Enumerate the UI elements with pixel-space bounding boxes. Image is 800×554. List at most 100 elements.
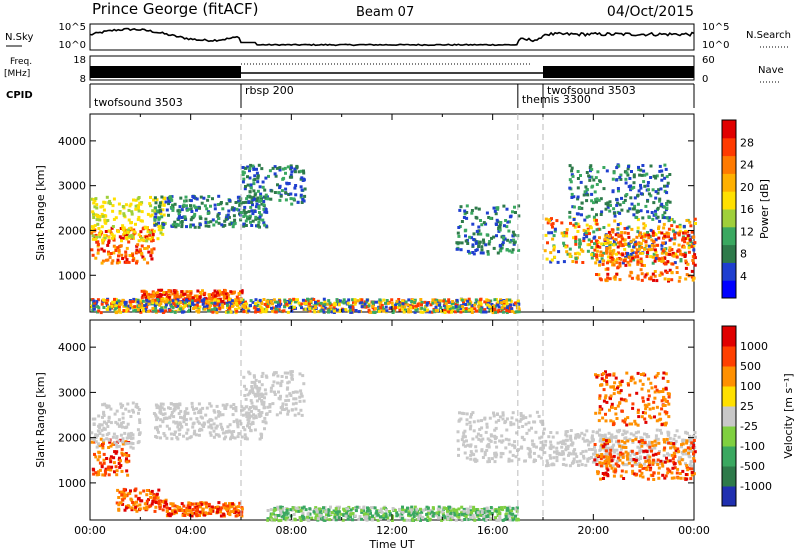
echo-cell: [96, 222, 100, 226]
echo-cell: [462, 216, 466, 219]
echo-cell: [640, 245, 644, 249]
echo-cell: [117, 439, 121, 443]
echo-cell: [595, 228, 599, 232]
echo-cell: [119, 310, 123, 314]
echo-cell: [404, 300, 408, 304]
echo-cell: [142, 257, 146, 261]
echo-cell: [135, 402, 139, 406]
echo-cell: [612, 239, 616, 243]
echo-cell: [257, 206, 261, 210]
echo-cell: [110, 304, 114, 308]
echo-cell: [380, 308, 384, 312]
echo-cell: [510, 416, 514, 420]
echo-cell: [462, 511, 466, 515]
echo-cell: [683, 253, 687, 257]
echo-cell: [238, 203, 242, 207]
echo-cell: [138, 507, 142, 511]
echo-cell: [460, 220, 464, 223]
echo-cell: [469, 509, 473, 513]
echo-cell: [354, 309, 358, 312]
echo-cell: [477, 225, 481, 229]
echo-cell: [143, 293, 147, 297]
echo-cell: [93, 224, 97, 228]
echo-cell: [258, 437, 262, 441]
echo-cell: [452, 508, 456, 512]
echo-cell: [292, 197, 296, 201]
echo-cell: [312, 510, 316, 514]
echo-cell: [108, 202, 112, 206]
echo-cell: [138, 503, 142, 507]
echo-cell: [373, 506, 377, 510]
echo-cell: [370, 310, 374, 314]
echo-cell: [251, 404, 255, 408]
echo-cell: [677, 243, 681, 247]
echo-cell: [260, 302, 264, 306]
echo-cell: [185, 290, 189, 294]
echo-cell: [297, 412, 301, 416]
echo-cell: [414, 304, 418, 308]
echo-cell: [348, 308, 352, 312]
echo-cell: [690, 230, 694, 234]
echo-cell: [511, 512, 515, 516]
echo-cell: [275, 304, 278, 308]
echo-cell: [232, 420, 236, 424]
echo-cell: [290, 175, 294, 179]
echo-cell: [460, 241, 464, 245]
echo-cell: [630, 248, 634, 252]
echo-cell: [274, 310, 278, 314]
echo-cell: [106, 298, 110, 302]
echo-cell: [500, 301, 504, 305]
echo-cell: [243, 213, 247, 217]
echo-cell: [216, 214, 220, 218]
echo-cell: [606, 241, 610, 245]
echo-cell: [125, 258, 129, 262]
echo-cell: [623, 198, 627, 202]
echo-cell: [511, 518, 515, 522]
echo-cell: [204, 221, 208, 224]
echo-cell: [531, 442, 535, 446]
echo-cell: [115, 445, 119, 449]
echo-cell: [604, 278, 608, 282]
echo-cell: [508, 509, 512, 513]
echo-cell: [585, 188, 589, 192]
echo-cell: [498, 517, 502, 521]
echo-cell: [162, 223, 166, 226]
echo-cell: [269, 299, 273, 303]
echo-cell: [183, 301, 187, 305]
echo-cell: [607, 431, 611, 435]
echo-cell: [287, 398, 291, 402]
echo-cell: [248, 214, 252, 218]
echo-cell: [188, 503, 192, 507]
echo-cell: [399, 515, 403, 519]
echo-cell: [190, 405, 194, 409]
echo-cell: [155, 301, 159, 305]
echo-cell: [164, 297, 168, 301]
echo-cell: [97, 227, 101, 230]
echo-cell: [214, 433, 218, 437]
echo-cell: [256, 308, 260, 312]
echo-cell: [156, 309, 160, 313]
echo-cell: [626, 252, 630, 255]
echo-cell: [211, 197, 214, 201]
echo-cell: [119, 501, 123, 505]
echo-cell: [654, 238, 658, 242]
echo-cell: [153, 218, 157, 221]
echo-cell: [651, 217, 655, 221]
echo-cell: [542, 427, 546, 431]
echo-cell: [139, 310, 143, 314]
echo-cell: [91, 226, 95, 230]
echo-cell: [199, 292, 203, 296]
echo-cell: [495, 234, 498, 238]
echo-cell: [473, 303, 477, 307]
echo-cell: [629, 240, 633, 244]
echo-cell: [404, 308, 407, 312]
echo-cell: [616, 233, 620, 237]
echo-cell: [129, 202, 133, 206]
echo-cell: [249, 220, 252, 224]
echo-cell: [627, 242, 631, 246]
echo-cell: [224, 407, 228, 410]
echo-cell: [192, 421, 196, 425]
echo-cell: [688, 238, 692, 242]
echo-cell: [308, 307, 312, 311]
echo-cell: [255, 224, 258, 228]
